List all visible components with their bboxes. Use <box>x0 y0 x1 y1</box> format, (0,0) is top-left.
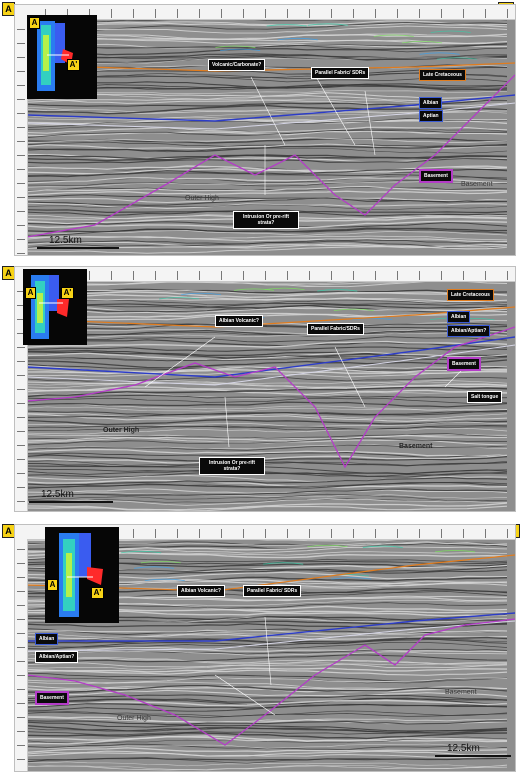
scale-bar: 12.5km <box>37 231 119 249</box>
location-map-image <box>37 21 73 91</box>
label-intrusion: Intrusion Or pre-rift strata? <box>233 211 299 229</box>
depth-axis <box>15 539 28 771</box>
label-late-cretaceous: Late Cretaceous <box>447 289 494 301</box>
label-parallel-fabric: Parallel Fabric/ SDRs <box>243 585 302 597</box>
label-albian: Albian <box>447 311 471 323</box>
location-map: A A' <box>23 269 87 345</box>
label-albian: Albian <box>419 97 443 109</box>
label-albian-aptian: Albian/Aptian? <box>35 651 79 663</box>
seismic-panel-1: A A' Volcanic/Carbonate? Parallel Fabric… <box>14 4 516 256</box>
label-basement: Basement <box>35 691 69 705</box>
map-label-a-prime: A' <box>91 587 104 599</box>
text-outer-high: Outer High <box>117 715 151 722</box>
text-basement: Basement <box>399 443 433 450</box>
label-volcanic-carbonate: Volcanic/Carbonate? <box>208 59 266 71</box>
map-label-a-prime: A' <box>61 287 74 299</box>
text-basement: Basement <box>461 181 493 188</box>
label-intrusion: Intrusion Or pre-rift strata? <box>199 457 265 475</box>
seismic-panel-3: A A' Albian Volcanic? Parallel Fabric/ S… <box>14 524 516 772</box>
label-parallel-fabric: Parallel Fabric/ SDRs <box>311 67 370 79</box>
time-ruler <box>15 5 515 20</box>
label-albian: Albian <box>35 633 59 645</box>
map-label-a: A <box>47 579 58 591</box>
time-ruler <box>15 525 515 540</box>
text-outer-high: Outer High <box>185 195 219 202</box>
text-basement: Basement <box>445 689 477 696</box>
depth-axis <box>15 19 28 255</box>
text-outer-high: Outer High <box>103 427 140 434</box>
scale-label: 12.5km <box>49 235 82 246</box>
label-late-cretaceous: Late Cretaceous <box>419 69 466 81</box>
location-map: A A' <box>45 527 119 623</box>
label-albian-volcanic: Albian Volcanic? <box>215 315 263 327</box>
scale-label: 12.5km <box>447 743 480 754</box>
scale-bar: 12.5km <box>29 485 113 503</box>
seismic-section-image <box>15 267 515 511</box>
time-ruler <box>15 267 515 282</box>
label-albian-volcanic: Albian Volcanic? <box>177 585 225 597</box>
label-salt-tongue: Salt tongue <box>467 391 503 403</box>
map-label-a: A <box>25 287 36 299</box>
scale-bar: 12.5km <box>435 737 511 757</box>
location-map-image <box>31 275 69 339</box>
location-map-image <box>59 533 103 617</box>
map-label-a-prime: A' <box>67 59 80 71</box>
scale-label: 12.5km <box>41 489 74 500</box>
label-parallel-fabric: Parallel Fabric/SDRs <box>307 323 364 335</box>
label-aptian: Aptian <box>419 110 443 122</box>
map-label-a: A <box>29 17 40 29</box>
label-basement: Basement <box>447 357 481 371</box>
seismic-panel-2: A A' Late Cretaceous Albian Volcanic? Pa… <box>14 266 516 512</box>
location-map: A A' <box>27 15 97 99</box>
label-albian-aptian: Albian/Aptian? <box>447 325 491 337</box>
label-basement: Basement <box>419 169 453 183</box>
